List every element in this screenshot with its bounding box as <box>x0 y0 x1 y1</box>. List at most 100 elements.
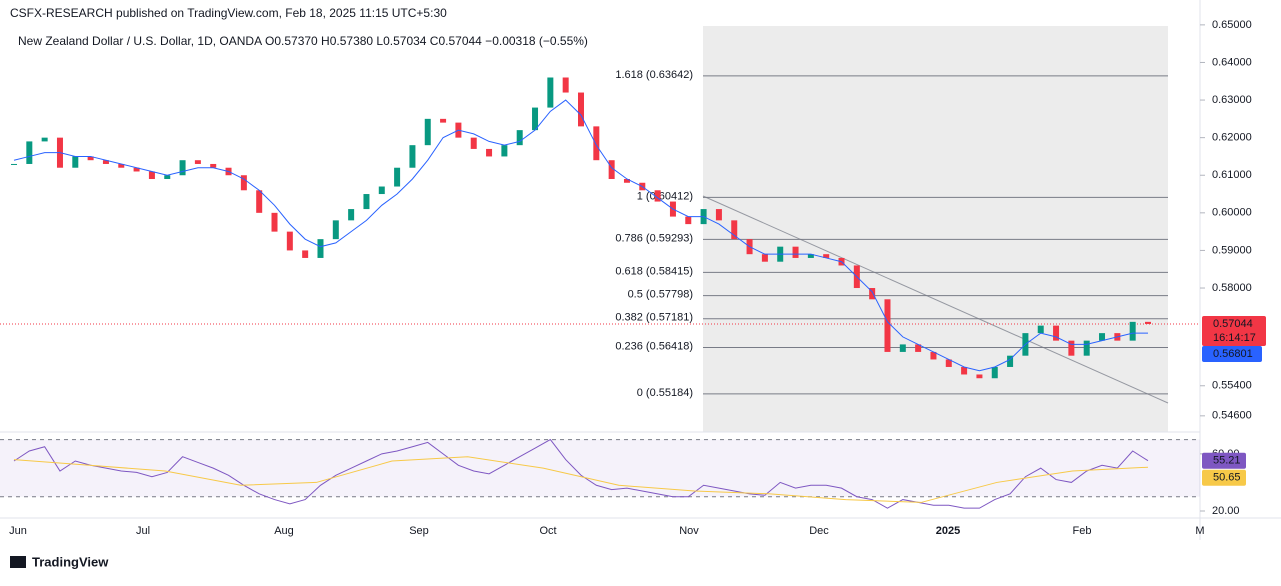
candle-body <box>991 366 998 379</box>
rsi-band <box>0 439 1200 497</box>
rsi-line <box>13 438 1149 509</box>
candle-body <box>11 163 17 165</box>
candle-body <box>286 231 293 251</box>
candle-body <box>807 254 814 258</box>
x-tick-label: Jul <box>136 525 150 537</box>
candle-body <box>823 254 830 258</box>
x-tick-label: Nov <box>679 525 699 537</box>
candle-body <box>363 194 370 210</box>
y-tick-label: 0.58000 <box>1212 282 1252 294</box>
candle-body <box>348 209 355 221</box>
fib-label: 0.786 (0.59293) <box>615 232 693 244</box>
brand-logo <box>10 556 26 568</box>
trend-line <box>702 195 1169 404</box>
candle-body <box>118 163 125 168</box>
x-tick-label: Sep <box>409 525 429 537</box>
candle-body <box>1007 355 1014 367</box>
fib-label: 0.5 (0.57798) <box>628 289 693 301</box>
candle-body <box>654 190 661 202</box>
candle-body <box>1129 321 1136 341</box>
candle-body <box>317 239 324 258</box>
candle-body <box>194 160 201 164</box>
x-tick-label: 2025 <box>936 525 960 537</box>
y-tick-label: 0.59000 <box>1212 244 1252 256</box>
publisher: CSFX-RESEARCH published on TradingView.c… <box>10 6 447 20</box>
candle-body <box>240 175 247 191</box>
fib-zone <box>703 26 1168 432</box>
fib-label: 0 (0.55184) <box>637 387 693 399</box>
candle-body <box>623 179 630 183</box>
x-tick-label: Jun <box>9 525 27 537</box>
candle-body <box>302 250 309 258</box>
candle-body <box>486 148 493 157</box>
symbol: New Zealand Dollar / U.S. Dollar, 1D, OA… <box>18 34 262 48</box>
candle-body <box>378 186 385 195</box>
candle-body <box>976 374 983 379</box>
candle-body <box>210 163 217 168</box>
candle-body <box>102 160 109 164</box>
candle-body <box>332 220 339 240</box>
candle-body <box>271 212 278 232</box>
candle-body <box>1053 325 1060 341</box>
y-tick-label: 0.62000 <box>1212 132 1252 144</box>
candle-body <box>915 344 922 352</box>
candle-body <box>470 137 477 149</box>
candle-body <box>179 160 186 176</box>
candle-body <box>164 175 171 180</box>
candle-body <box>761 254 768 262</box>
candle-body <box>87 156 94 161</box>
candle-body <box>884 299 891 352</box>
x-tick-label: Oct <box>539 525 556 537</box>
candle-body <box>685 216 692 225</box>
candle-body <box>409 145 416 168</box>
candle-body <box>1037 325 1044 334</box>
candle-body <box>501 145 508 157</box>
x-tick-label: M <box>1195 525 1204 537</box>
candle-body <box>26 141 33 164</box>
price-badge <box>1202 315 1266 346</box>
candle-body <box>256 190 263 213</box>
candle-body <box>593 126 600 161</box>
candle-body <box>440 118 447 123</box>
rsi-ma-line <box>13 456 1149 503</box>
y-tick-label: 0.65000 <box>1212 19 1252 31</box>
candle-body <box>1099 333 1106 341</box>
candle-body <box>148 171 155 180</box>
candle-body <box>945 359 952 367</box>
candle-body <box>133 167 140 172</box>
ohlc: O0.57370 H0.57380 L0.57034 C0.57044 −0.0… <box>265 34 588 48</box>
fib-label: 1.618 (0.63642) <box>615 69 693 81</box>
rsi-badge <box>1202 452 1246 469</box>
candle-body <box>899 344 906 352</box>
ma-badge <box>1202 345 1262 362</box>
candle-body <box>608 160 615 180</box>
y-tick-label: 0.55400 <box>1212 380 1252 392</box>
candle-body <box>1083 340 1090 356</box>
y-tick-label: 0.64000 <box>1212 56 1252 68</box>
price-timer: 16:14:17 <box>1213 332 1256 344</box>
candle-body <box>562 77 569 93</box>
candle-body <box>731 220 738 240</box>
rsi-ma-badge <box>1202 469 1246 486</box>
candle-body <box>930 351 937 360</box>
candle-body <box>424 118 431 146</box>
candle-body <box>394 167 401 187</box>
candle-body <box>792 246 799 258</box>
candle-body <box>532 107 539 131</box>
y-tick-label: 0.54600 <box>1212 410 1252 422</box>
rsi-tick-label: 20.00 <box>1212 505 1240 517</box>
candle-body <box>578 92 584 127</box>
candle-body <box>1145 321 1151 324</box>
fib-label: 0.382 (0.57181) <box>615 312 693 324</box>
fib-label: 1 (0.60412) <box>637 190 693 202</box>
brand: TradingView <box>32 554 109 569</box>
ma-line <box>13 99 1149 372</box>
candle-body <box>869 288 876 300</box>
x-tick-label: Feb <box>1073 525 1092 537</box>
candle-body <box>516 130 523 146</box>
candle-body <box>715 209 722 221</box>
candle-body <box>961 366 968 375</box>
y-tick-label: 0.63000 <box>1212 94 1252 106</box>
